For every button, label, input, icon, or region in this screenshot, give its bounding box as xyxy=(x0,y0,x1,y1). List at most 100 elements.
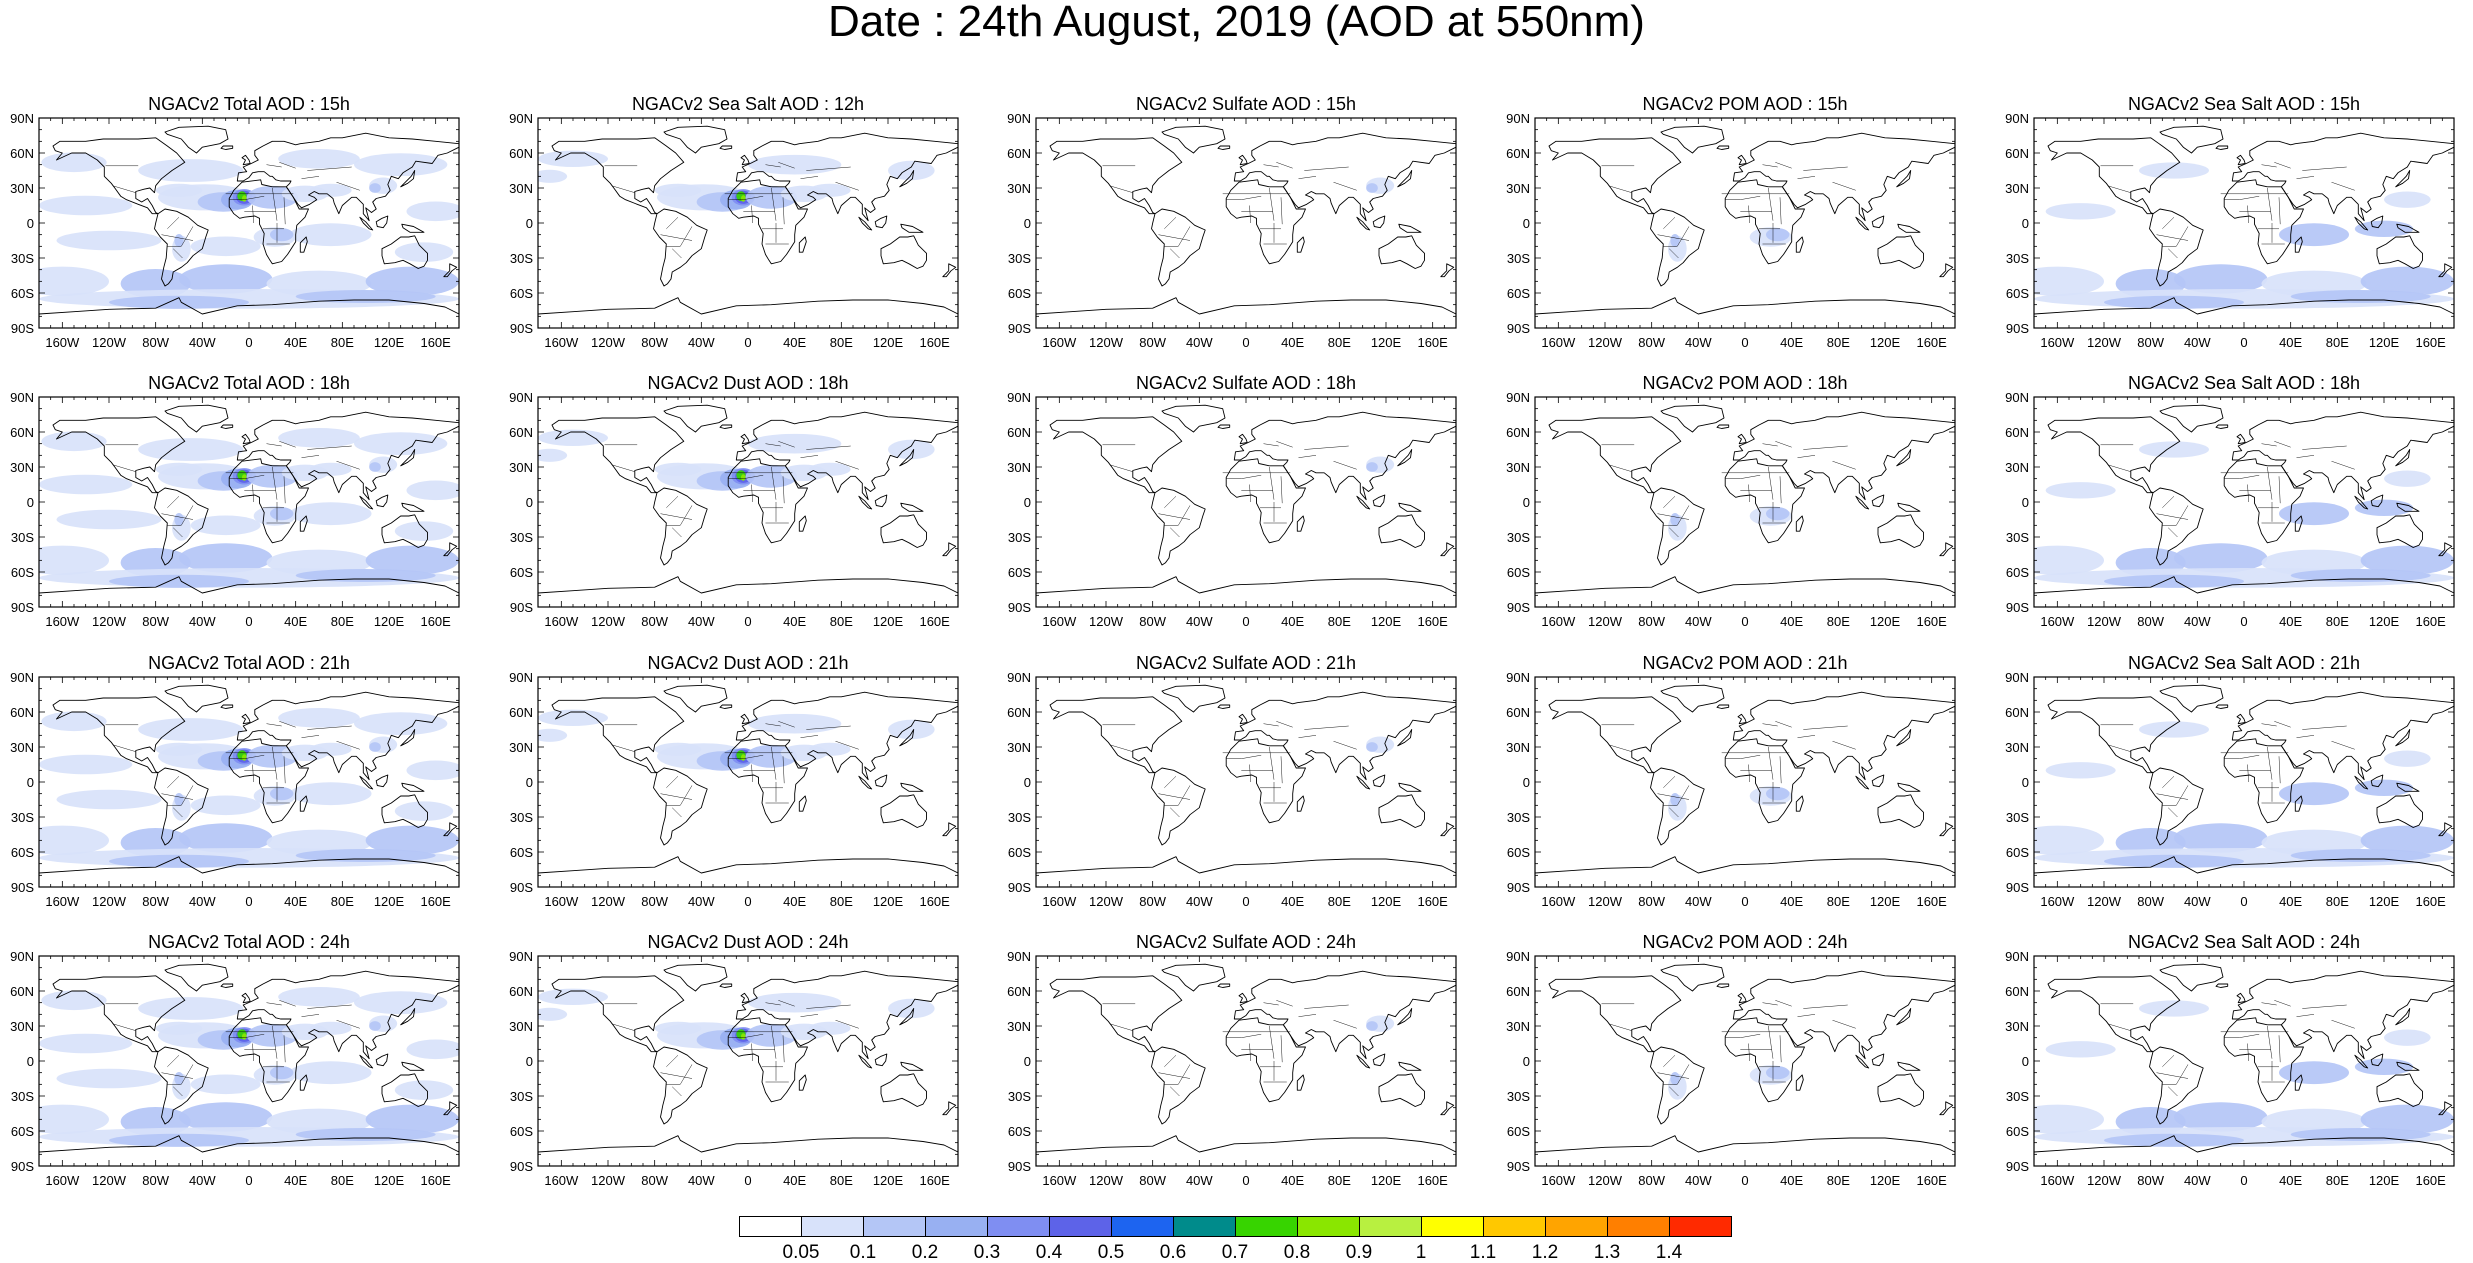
country-border xyxy=(666,785,693,806)
latitude-label: 60S xyxy=(10,286,34,301)
country-border xyxy=(728,474,764,479)
latitude-label: 90S xyxy=(1506,321,1530,336)
latitude-label: 60N xyxy=(10,146,34,161)
aod-map xyxy=(537,955,959,1167)
coastline xyxy=(52,696,186,774)
map-panel: NGACv2 Sulfate AOD : 15h 90N 60N 30N 0 30S 60S… xyxy=(997,94,1457,349)
longitude-label: 40W xyxy=(687,335,715,350)
colorbar-tick-label: 0.6 xyxy=(1159,1242,1187,1263)
longitude-label: 40E xyxy=(1281,335,1305,350)
coastline xyxy=(220,704,234,709)
latitude-label: 60N xyxy=(2005,146,2029,161)
coastline xyxy=(1238,713,1248,725)
coastline xyxy=(2236,154,2246,166)
country-border xyxy=(1669,527,1679,538)
longitude-label: 0 xyxy=(1741,894,1749,909)
country-border xyxy=(611,464,635,472)
coastline xyxy=(39,856,459,887)
aod-shading xyxy=(365,266,459,297)
longitude-label: 80W xyxy=(1139,894,1167,909)
coastline xyxy=(2223,179,2304,265)
country-border xyxy=(252,1043,254,1062)
aod-shading xyxy=(174,1071,184,1086)
country-border xyxy=(1263,443,1279,447)
longitude-label: 120W xyxy=(1588,1173,1622,1188)
aod-shading xyxy=(1766,1066,1790,1080)
country-border xyxy=(1779,756,1782,784)
country-border xyxy=(1725,195,1761,200)
latitude-label: 30S xyxy=(2005,530,2029,545)
country-border xyxy=(666,496,679,508)
coastline xyxy=(1225,1017,1306,1103)
coastline xyxy=(2034,297,2454,328)
latitude-label: 30S xyxy=(2005,810,2029,825)
map-panel: NGACv2 POM AOD : 24h 90N 60N 30N 0 30S 60S 90S 1… xyxy=(1496,932,1956,1187)
longitude-label: 80E xyxy=(1327,894,1351,909)
latitude-label: 60N xyxy=(10,984,34,999)
country-border xyxy=(167,1055,180,1067)
coastline xyxy=(2159,125,2224,154)
coastline xyxy=(1855,216,1870,231)
country-border xyxy=(1226,195,1262,200)
aod-shading xyxy=(155,462,203,476)
coastline xyxy=(1238,992,1248,1004)
coastline xyxy=(1650,1046,1705,1125)
longitude-label: 80W xyxy=(142,614,170,629)
longitude-label: 40W xyxy=(1185,335,1213,350)
latitude-label: 90S xyxy=(509,1159,533,1174)
coastline xyxy=(220,983,234,988)
colorbar-tick-label: 0.4 xyxy=(1035,1242,1063,1263)
country-border xyxy=(1333,1019,1357,1029)
longitude-label: 120E xyxy=(1370,1173,1402,1188)
coastline xyxy=(2376,1073,2423,1107)
aod-shading xyxy=(2290,1127,2431,1142)
latitude-label: 30N xyxy=(2005,1019,2029,1034)
coastline xyxy=(1896,170,1912,188)
longitude-label: 80W xyxy=(1139,1173,1167,1188)
coastline xyxy=(2370,774,2384,788)
coastline xyxy=(228,738,309,824)
coastline xyxy=(154,767,209,846)
aod-shading xyxy=(808,1021,851,1035)
coastline xyxy=(727,179,808,265)
longitude-label: 0 xyxy=(245,614,253,629)
country-border xyxy=(1663,496,1676,508)
aod-shading xyxy=(155,1021,203,1035)
country-border xyxy=(1748,764,1750,783)
coastline xyxy=(2215,145,2229,150)
coastline xyxy=(2149,487,2204,566)
country-border xyxy=(1304,166,1349,171)
aod-shading xyxy=(354,991,448,1015)
country-border xyxy=(283,197,286,225)
country-border xyxy=(672,1086,682,1097)
country-border xyxy=(283,756,286,784)
country-border xyxy=(1725,754,1761,759)
panel-title: NGACv2 Sulfate AOD : 24h xyxy=(1135,932,1357,952)
country-border xyxy=(279,721,296,728)
country-border xyxy=(1263,723,1279,727)
country-border xyxy=(2107,1023,2131,1031)
aod-shading xyxy=(1366,1021,1378,1031)
latitude-label: 90N xyxy=(1506,390,1530,405)
aod-shading xyxy=(394,801,454,821)
country-border xyxy=(611,1023,635,1031)
country-border xyxy=(1748,205,1750,224)
coastline xyxy=(653,487,708,566)
aod-shading xyxy=(109,574,249,588)
panel-title: NGACv2 Dust AOD : 18h xyxy=(647,373,849,393)
longitude-label: 120E xyxy=(1869,335,1901,350)
aod-shading xyxy=(888,439,935,460)
coastline xyxy=(900,502,924,512)
longitude-label: 120E xyxy=(373,614,405,629)
aod-shading xyxy=(2045,482,2116,499)
longitude-label: 120W xyxy=(1588,614,1622,629)
longitude-label: 40W xyxy=(188,1173,216,1188)
country-border xyxy=(173,807,183,818)
country-border xyxy=(1762,723,1778,727)
aod-shading xyxy=(2279,1061,2349,1085)
map-panel: NGACv2 Dust AOD : 18h 90N 60N 30N 0 30S 60S 90S… xyxy=(499,373,959,628)
longitude-label: 80E xyxy=(1826,894,1850,909)
longitude-label: 120E xyxy=(373,1173,405,1188)
country-border xyxy=(800,735,819,738)
aod-shading xyxy=(56,230,162,251)
